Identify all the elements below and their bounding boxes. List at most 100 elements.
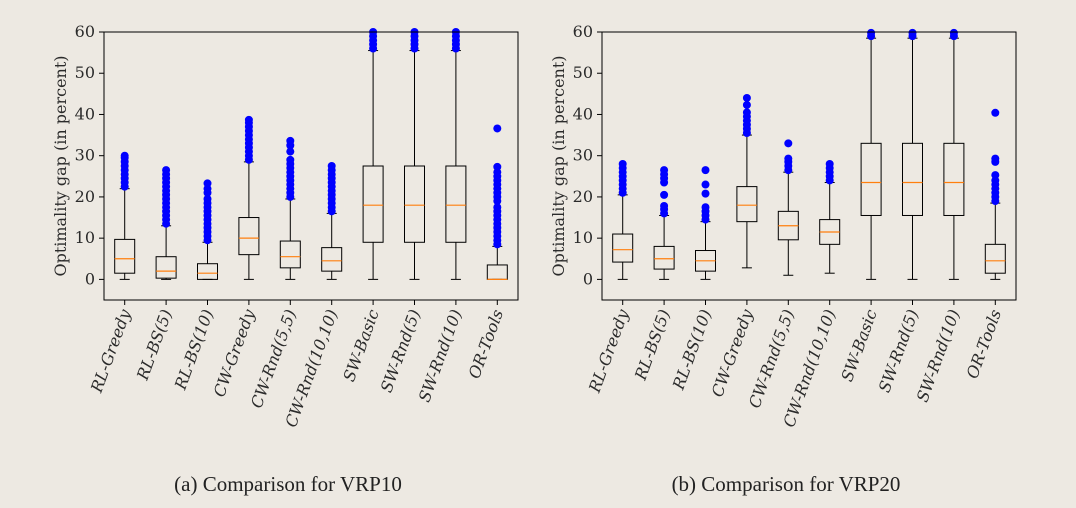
x-tick-label: SW-Rnd(5) bbox=[377, 307, 425, 395]
box-or-tools bbox=[984, 108, 1006, 280]
outlier-point bbox=[701, 189, 710, 198]
box-iqr bbox=[736, 186, 758, 223]
y-axis-label: Optimality gap (in percent) bbox=[51, 55, 70, 276]
x-tick-label: OR-Tools bbox=[465, 307, 507, 381]
outlier-point bbox=[493, 203, 502, 212]
box-iqr bbox=[984, 243, 1006, 274]
box-iqr bbox=[238, 217, 260, 256]
y-axis-label: Optimality gap (in percent) bbox=[549, 55, 568, 276]
outlier-point bbox=[825, 159, 834, 168]
panel-vrp10: 0 10 20 30 40 50 60 Optimality gap (in percent)… bbox=[51, 22, 519, 496]
x-tick-label: SW-Basic bbox=[339, 307, 383, 384]
y-tick-label: 40 bbox=[573, 104, 593, 123]
outlier-point bbox=[327, 162, 336, 170]
x-tick-label: SW-Rnd(10) bbox=[913, 307, 964, 405]
box-iqr bbox=[279, 240, 301, 269]
y-tick-label: 0 bbox=[85, 269, 95, 288]
x-tick-label: CW-Greedy bbox=[707, 306, 757, 399]
box-iqr bbox=[321, 247, 343, 272]
y-tick-label: 20 bbox=[75, 187, 95, 206]
outlier-point bbox=[742, 93, 751, 102]
outlier-point bbox=[991, 154, 1000, 163]
x-tick-label: RL-BS(5) bbox=[631, 307, 674, 383]
y-tick-label: 10 bbox=[573, 228, 593, 247]
box-iqr bbox=[943, 142, 965, 216]
outlier-point bbox=[867, 28, 876, 37]
x-tick-label: RL-Greedy bbox=[585, 306, 633, 396]
box-sw-basic bbox=[860, 28, 882, 280]
y-tick-label: 50 bbox=[75, 63, 95, 82]
box-iqr bbox=[445, 165, 467, 243]
y-tick-label: 20 bbox=[573, 187, 593, 206]
figure-caption: (b) Comparison for VRP20 bbox=[672, 472, 901, 496]
box-sw-rnd-10- bbox=[445, 28, 467, 280]
outlier-point bbox=[244, 115, 253, 124]
x-tick-label: RL-BS(10) bbox=[170, 307, 217, 393]
outlier-point bbox=[991, 171, 1000, 180]
box-cw-greedy bbox=[238, 115, 260, 280]
box-cw-rnd-5-5- bbox=[279, 136, 301, 280]
box-rl-bs-10- bbox=[197, 179, 218, 280]
outlier-point bbox=[742, 100, 751, 109]
outlier-point bbox=[660, 190, 669, 199]
outlier-point bbox=[203, 179, 212, 188]
y-tick-label: 0 bbox=[583, 269, 593, 288]
box-cw-rnd-10-10- bbox=[819, 159, 841, 274]
box-sw-rnd-5- bbox=[404, 28, 425, 280]
box-rl-bs-5- bbox=[155, 166, 177, 280]
box-rl-greedy bbox=[612, 159, 634, 280]
x-tick-label: SW-Rnd(5) bbox=[875, 307, 923, 395]
outlier-point bbox=[660, 166, 669, 175]
outlier-point bbox=[493, 124, 502, 133]
y-tick-label: 10 bbox=[75, 228, 95, 247]
outlier-point bbox=[701, 166, 710, 175]
outlier-point bbox=[493, 162, 502, 171]
outlier-point bbox=[203, 194, 212, 203]
box-iqr bbox=[197, 263, 218, 280]
box-cw-rnd-5-5- bbox=[777, 139, 799, 276]
y-tick-label: 60 bbox=[573, 22, 593, 41]
outlier-point bbox=[991, 108, 1000, 117]
box-sw-basic bbox=[362, 28, 384, 280]
y-tick-label: 30 bbox=[75, 146, 95, 165]
box-rl-bs-10- bbox=[695, 166, 716, 280]
box-cw-rnd-10-10- bbox=[321, 162, 343, 280]
y-tick-label: 50 bbox=[573, 63, 593, 82]
plot-frame bbox=[601, 31, 1017, 301]
x-tick-label: CW-Greedy bbox=[209, 306, 259, 399]
box-sw-rnd-10- bbox=[943, 28, 965, 280]
outlier-point bbox=[120, 151, 129, 160]
box-iqr bbox=[362, 165, 384, 243]
box-iqr bbox=[404, 165, 425, 243]
box-iqr bbox=[612, 233, 634, 263]
figure-caption: (a) Comparison for VRP10 bbox=[174, 472, 402, 496]
outlier-point bbox=[618, 159, 627, 168]
x-tick-label: RL-BS(5) bbox=[133, 307, 176, 383]
outlier-point bbox=[701, 203, 710, 212]
box-cw-greedy bbox=[736, 93, 758, 269]
outlier-point bbox=[286, 136, 295, 145]
box-rl-greedy bbox=[114, 151, 136, 280]
y-tick-label: 60 bbox=[75, 22, 95, 41]
outlier-point bbox=[701, 180, 710, 189]
x-tick-label: OR-Tools bbox=[963, 307, 1005, 381]
box-or-tools bbox=[486, 124, 508, 280]
y-tick-label: 30 bbox=[573, 146, 593, 165]
outlier-point bbox=[286, 147, 295, 156]
box-iqr bbox=[486, 264, 508, 280]
box-iqr bbox=[902, 142, 923, 216]
y-tick-label: 40 bbox=[75, 104, 95, 123]
x-tick-label: RL-Greedy bbox=[87, 306, 135, 396]
outlier-point bbox=[660, 201, 669, 210]
box-iqr bbox=[653, 245, 675, 270]
outlier-point bbox=[908, 28, 917, 37]
plot-frame bbox=[103, 31, 519, 301]
x-tick-label: SW-Rnd(10) bbox=[415, 307, 466, 405]
outlier-point bbox=[949, 28, 958, 37]
outlier-point bbox=[784, 139, 793, 148]
box-iqr bbox=[114, 238, 136, 274]
x-tick-label: RL-BS(10) bbox=[668, 307, 715, 393]
x-tick-label: SW-Basic bbox=[837, 307, 881, 384]
outlier-point bbox=[784, 154, 793, 163]
